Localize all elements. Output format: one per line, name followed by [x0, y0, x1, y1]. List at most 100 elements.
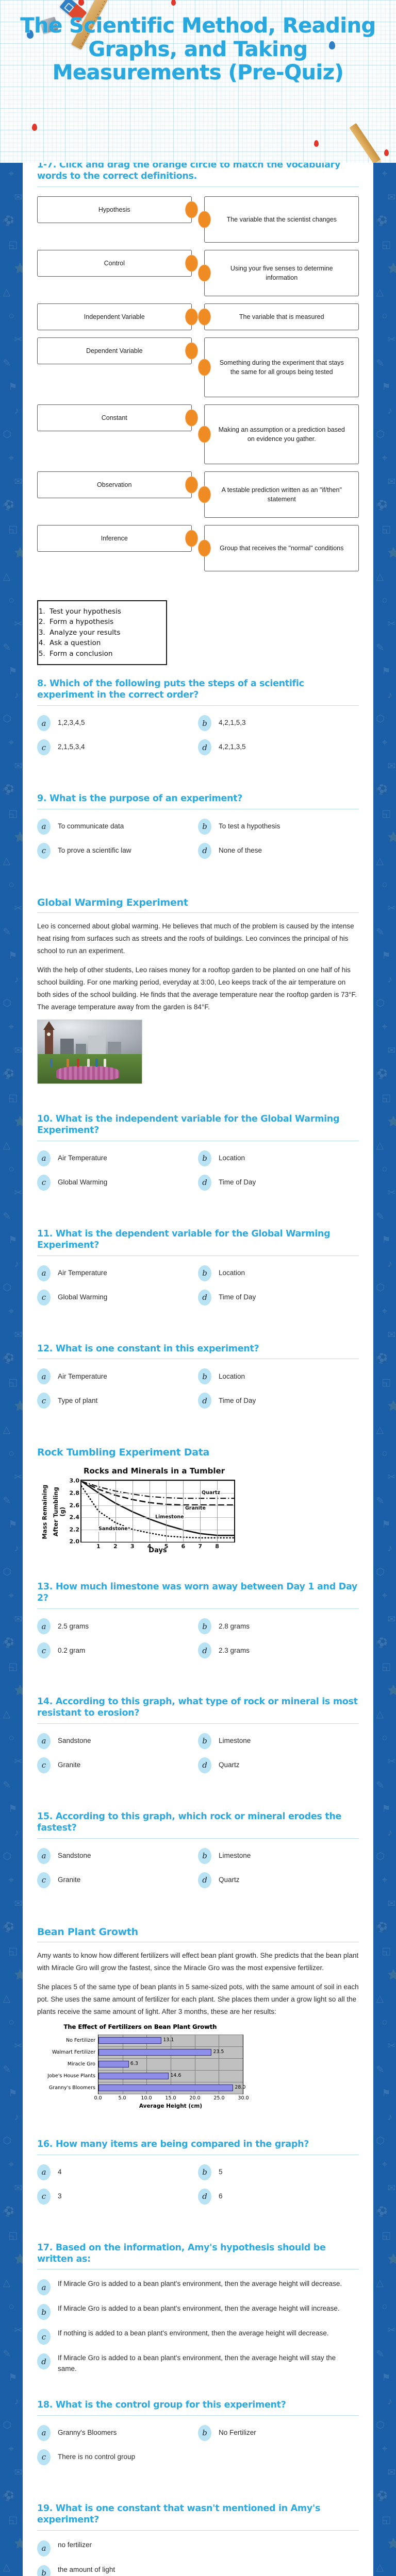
- option-d[interactable]: d Time of Day: [198, 1174, 359, 1191]
- option-d[interactable]: d 2.3 grams: [198, 1642, 359, 1659]
- options-list[interactable]: a Air Temperature b Location c Global Warming…: [37, 1150, 359, 1199]
- option-a[interactable]: a If Miracle Gro is added to a bean plant…: [37, 2279, 359, 2296]
- option-letter-bubble[interactable]: a: [37, 1733, 51, 1749]
- option-d[interactable]: d 4,2,1,3,5: [198, 739, 359, 756]
- option-b[interactable]: b If Miracle Gro is added to a bean plant…: [37, 2303, 359, 2320]
- match-term-box[interactable]: Inference: [37, 524, 198, 552]
- drag-handle-circle[interactable]: [185, 530, 198, 547]
- option-a[interactable]: a no fertilizer: [37, 2540, 359, 2556]
- option-letter-bubble[interactable]: a: [37, 2279, 51, 2296]
- option-letter-bubble[interactable]: d: [198, 1757, 211, 1773]
- option-letter-bubble[interactable]: b: [198, 2425, 211, 2441]
- options-list[interactable]: a Sandstone b Limestone c Granite d Quartz: [37, 1848, 359, 1896]
- option-letter-bubble[interactable]: a: [37, 2540, 51, 2556]
- option-c[interactable]: c To prove a scientific law: [37, 842, 198, 859]
- option-letter-bubble[interactable]: d: [198, 1174, 211, 1191]
- option-letter-bubble[interactable]: c: [37, 1393, 51, 1409]
- option-letter-bubble[interactable]: b: [198, 1265, 211, 1281]
- match-term-box[interactable]: Independent Variable: [37, 303, 198, 330]
- option-a[interactable]: a Air Temperature: [37, 1150, 198, 1166]
- option-letter-bubble[interactable]: a: [37, 1368, 51, 1385]
- option-b[interactable]: b Location: [198, 1150, 359, 1166]
- option-c[interactable]: c Granite: [37, 1872, 198, 1888]
- option-letter-bubble[interactable]: b: [198, 1733, 211, 1749]
- option-letter-bubble[interactable]: c: [37, 842, 51, 859]
- option-letter-bubble[interactable]: c: [37, 1174, 51, 1191]
- option-d[interactable]: d Time of Day: [198, 1393, 359, 1409]
- option-letter-bubble[interactable]: c: [37, 2188, 51, 2205]
- option-letter-bubble[interactable]: b: [198, 1618, 211, 1635]
- option-letter-bubble[interactable]: d: [198, 2188, 211, 2205]
- match-term-box[interactable]: Control: [37, 249, 198, 277]
- option-letter-bubble[interactable]: b: [198, 715, 211, 732]
- option-letter-bubble[interactable]: d: [198, 842, 211, 859]
- option-c[interactable]: c 2,1,5,3,4: [37, 739, 198, 756]
- option-c[interactable]: c There is no control group: [37, 2449, 198, 2465]
- options-list[interactable]: a Granny's Bloomers b No Fertilizer c There i…: [37, 2425, 359, 2473]
- option-b[interactable]: b To test a hypothesis: [198, 818, 359, 835]
- option-letter-bubble[interactable]: d: [198, 1289, 211, 1306]
- option-letter-bubble[interactable]: b: [198, 1848, 211, 1864]
- option-letter-bubble[interactable]: d: [198, 739, 211, 756]
- option-a[interactable]: a To communicate data: [37, 818, 198, 835]
- option-d[interactable]: d Quartz: [198, 1872, 359, 1888]
- option-letter-bubble[interactable]: d: [198, 1642, 211, 1659]
- drag-handle-circle[interactable]: [198, 359, 211, 376]
- option-d[interactable]: d None of these: [198, 842, 359, 859]
- option-letter-bubble[interactable]: b: [37, 2304, 51, 2320]
- option-a[interactable]: a Sandstone: [37, 1848, 198, 1864]
- option-b[interactable]: b Location: [198, 1368, 359, 1385]
- option-c[interactable]: c 0.2 gram: [37, 1642, 198, 1659]
- drag-handle-circle[interactable]: [198, 308, 211, 326]
- option-a[interactable]: a Air Temperature: [37, 1265, 198, 1281]
- drag-handle-circle[interactable]: [185, 255, 198, 272]
- option-letter-bubble[interactable]: c: [37, 2329, 51, 2345]
- options-list[interactable]: a Air Temperature b Location c Global Warming…: [37, 1265, 359, 1314]
- option-d[interactable]: d Time of Day: [198, 1289, 359, 1306]
- drag-handle-circle[interactable]: [198, 486, 211, 503]
- options-list[interactable]: a 2.5 grams b 2.8 grams c 0.2 gram d 2.3 grams: [37, 1618, 359, 1667]
- option-letter-bubble[interactable]: a: [37, 1848, 51, 1864]
- matching-activity[interactable]: Hypothesis The variable that the scientis…: [37, 196, 359, 571]
- option-letter-bubble[interactable]: c: [37, 1757, 51, 1773]
- drag-handle-circle[interactable]: [198, 426, 211, 443]
- option-letter-bubble[interactable]: a: [37, 2425, 51, 2441]
- option-letter-bubble[interactable]: b: [198, 1150, 211, 1166]
- option-letter-bubble[interactable]: a: [37, 715, 51, 732]
- option-letter-bubble[interactable]: a: [37, 1265, 51, 1281]
- option-letter-bubble[interactable]: b: [198, 1368, 211, 1385]
- drag-handle-circle[interactable]: [185, 476, 198, 494]
- option-a[interactable]: a Air Temperature: [37, 1368, 198, 1385]
- option-a[interactable]: a Granny's Bloomers: [37, 2425, 198, 2441]
- option-letter-bubble[interactable]: b: [198, 2164, 211, 2180]
- option-c[interactable]: c Granite: [37, 1757, 198, 1773]
- option-b[interactable]: b the amount of light: [37, 2565, 359, 2576]
- match-definition-box[interactable]: A testable prediction written as an "if/…: [198, 471, 359, 518]
- match-term-box[interactable]: Hypothesis: [37, 196, 198, 223]
- option-a[interactable]: a 1,2,3,4,5: [37, 715, 198, 732]
- match-term-box[interactable]: Observation: [37, 471, 198, 498]
- option-letter-bubble[interactable]: d: [198, 1393, 211, 1409]
- option-letter-bubble[interactable]: b: [198, 818, 211, 835]
- option-letter-bubble[interactable]: a: [37, 1618, 51, 1635]
- match-definition-box[interactable]: Using your five senses to determine info…: [198, 249, 359, 296]
- option-letter-bubble[interactable]: a: [37, 2164, 51, 2180]
- option-letter-bubble[interactable]: c: [37, 739, 51, 756]
- options-list[interactable]: a If Miracle Gro is added to a bean plant…: [37, 2279, 359, 2382]
- option-c[interactable]: c Type of plant: [37, 1393, 198, 1409]
- drag-handle-circle[interactable]: [185, 342, 198, 360]
- match-definition-box[interactable]: The variable that is measured: [198, 303, 359, 330]
- option-letter-bubble[interactable]: c: [37, 2449, 51, 2465]
- option-c[interactable]: c Global Warming: [37, 1289, 198, 1306]
- match-term-box[interactable]: Dependent Variable: [37, 337, 198, 364]
- option-b[interactable]: b No Fertilizer: [198, 2425, 359, 2441]
- drag-handle-circle[interactable]: [198, 211, 211, 228]
- match-definition-box[interactable]: The variable that the scientist changes: [198, 196, 359, 243]
- options-list[interactable]: a Sandstone b Limestone c Granite d Quartz: [37, 1733, 359, 1782]
- options-list[interactable]: a 1,2,3,4,5 b 4,2,1,5,3 c 2,1,5,3,4 d 4,2,1,3,5: [37, 715, 359, 764]
- drag-handle-circle[interactable]: [185, 308, 198, 326]
